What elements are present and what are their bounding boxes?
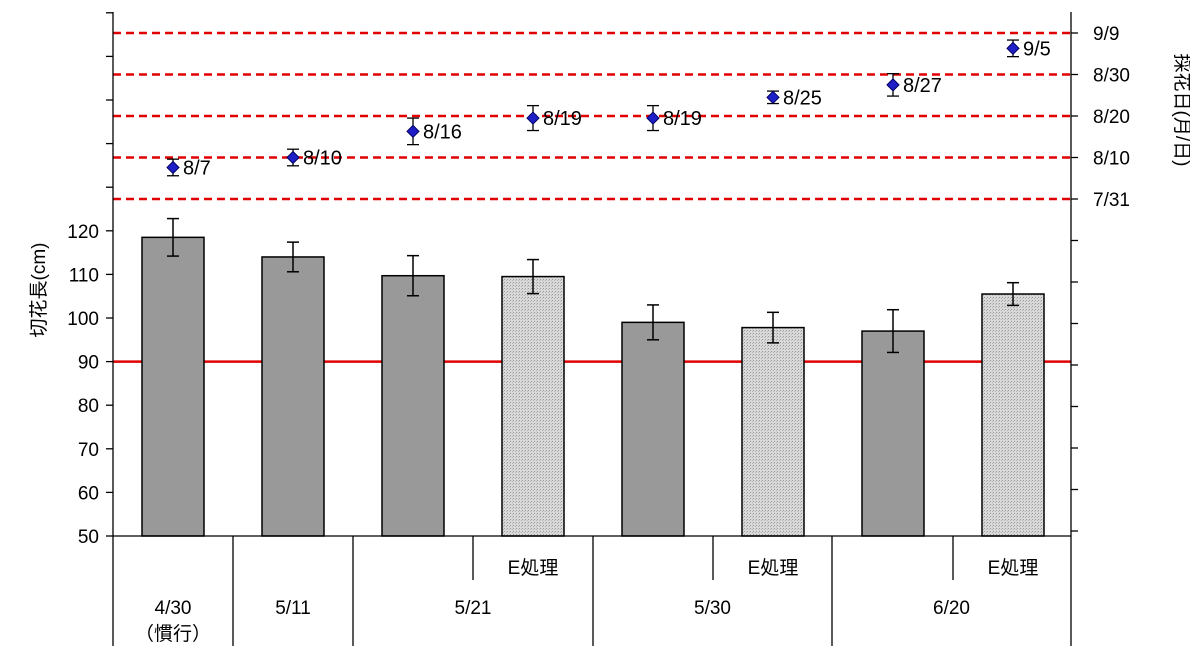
harvest-date-label: 8/19 (663, 108, 702, 130)
harvest-marker (526, 111, 540, 125)
group-sublabel: （慣行） (135, 623, 211, 645)
treatment-label: E処理 (988, 557, 1039, 579)
group-label: 4/30 (155, 598, 192, 619)
group-label: 5/11 (275, 598, 311, 619)
left-tick-label: 60 (78, 483, 99, 504)
harvest-date-gridlines (113, 31, 1071, 201)
harvest-marker (886, 78, 900, 92)
left-tick-label: 100 (67, 309, 99, 330)
harvest-marker (406, 124, 420, 139)
left-tick-label: 90 (78, 353, 99, 374)
harvest-date-label: 9/5 (1023, 38, 1051, 60)
harvest-marker (286, 150, 300, 165)
left-tick-label: 50 (78, 527, 99, 548)
right-tick-label: 7/31 (1093, 190, 1130, 211)
right-tick-label: 8/10 (1093, 149, 1130, 170)
bar-standard (381, 274, 445, 537)
harvest-marker (766, 90, 780, 105)
group-label: 5/21 (455, 598, 492, 619)
treatment-label: E処理 (508, 557, 559, 579)
harvest-date-label: 8/7 (183, 157, 211, 179)
right-tick-label: 8/20 (1093, 107, 1130, 128)
left-tick-label: 70 (78, 440, 99, 461)
bar-e-treatment (501, 275, 565, 537)
secondary-axis-title: 採花日(月/日) (1171, 54, 1190, 167)
left-axis-ticks: 50 60 70 80 90 100 110 120 (67, 12, 113, 548)
harvest-marker (166, 160, 180, 175)
y-axis-title: 切花長(cm) (28, 243, 50, 338)
bar-standard (261, 256, 325, 537)
harvest-marker (1006, 41, 1020, 56)
bar-series (141, 236, 1045, 537)
harvest-date-label: 8/25 (783, 87, 822, 109)
bar-error-bars (167, 217, 1019, 354)
left-tick-label: 110 (69, 265, 99, 286)
bar-e-treatment (741, 326, 805, 537)
left-tick-label: 120 (67, 222, 99, 243)
treatment-label: E処理 (748, 557, 799, 579)
bar-e-treatment (981, 293, 1045, 537)
harvest-date-label: 8/19 (543, 108, 582, 130)
harvest-date-series: 8/7 8/10 8/16 8/19 8/19 8/25 8/27 9/5 (166, 38, 1051, 179)
category-axis: E処理 E処理 E処理 4/30 （慣行） 5/11 5/21 5/30 6/20 (112, 536, 1072, 646)
group-label: 6/20 (933, 598, 970, 619)
right-tick-label: 9/9 (1093, 24, 1119, 45)
group-label: 5/30 (694, 598, 731, 619)
harvest-date-label: 8/10 (303, 148, 342, 170)
bar-standard (621, 321, 685, 537)
harvest-date-label: 8/27 (903, 75, 942, 97)
left-tick-label: 80 (78, 396, 99, 417)
right-tick-label: 8/30 (1093, 66, 1130, 87)
harvest-date-label: 8/16 (423, 121, 462, 143)
right-axis-ticks: 7/31 8/10 8/20 8/30 9/9 (1071, 24, 1130, 532)
bar-standard (141, 236, 205, 537)
bar-standard (861, 330, 925, 537)
harvest-marker (646, 111, 660, 125)
